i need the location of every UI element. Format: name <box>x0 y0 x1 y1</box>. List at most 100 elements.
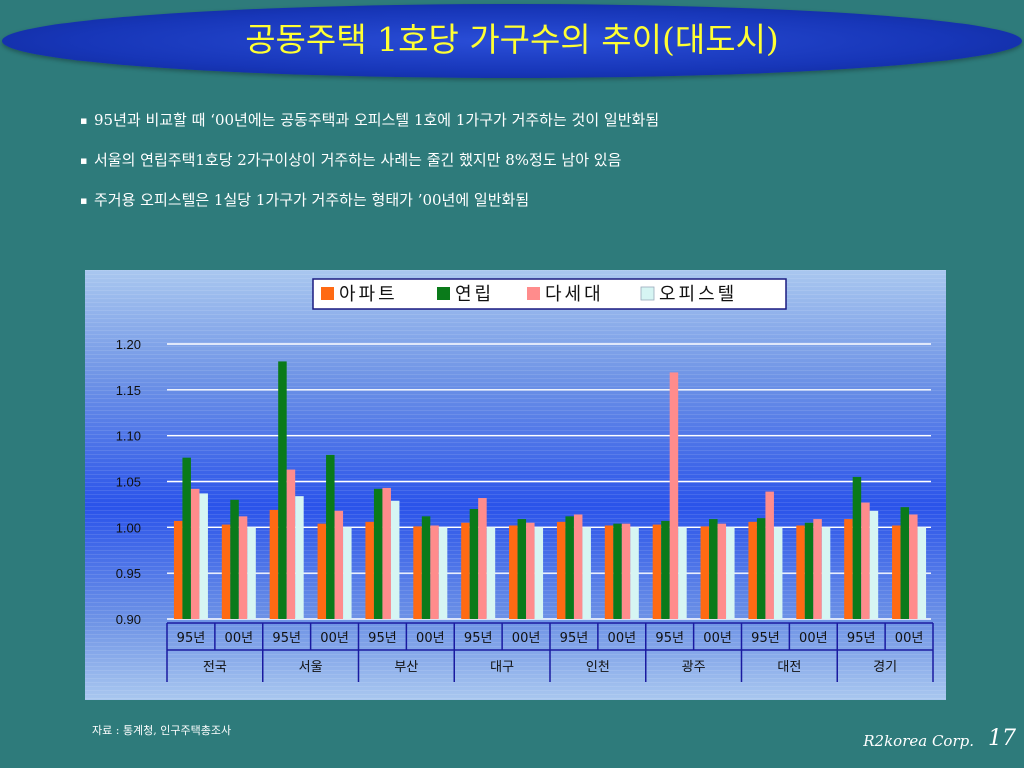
x-tick-label: 00년 <box>320 631 349 646</box>
legend-swatch <box>527 287 540 300</box>
x-tick-label: 00년 <box>225 631 254 646</box>
x-tick-label: 00년 <box>416 631 445 646</box>
legend-label: 다세대 <box>545 284 604 305</box>
bar-아파트 <box>556 521 566 619</box>
bar-다세대 <box>813 519 822 619</box>
bar-다세대 <box>526 522 535 619</box>
y-tick-label: 1.10 <box>116 429 141 444</box>
bar-연립 <box>709 519 718 619</box>
bullet-square-icon: ▪ <box>80 154 88 167</box>
bar-연립 <box>517 519 527 619</box>
bullet-text: 95년과 비교할 때 ‘00년에는 공동주택과 오피스텔 1호에 1가구가 거주… <box>94 111 660 129</box>
bar-아파트 <box>365 521 374 619</box>
bar-아파트 <box>221 524 231 619</box>
y-tick-label: 1.20 <box>116 337 141 352</box>
bar-다세대 <box>190 488 200 619</box>
page-number: 17 <box>988 726 1016 751</box>
slide-title: 공동주택 1호당 가구수의 추이(대도시) <box>245 20 779 59</box>
x-tick-label: 00년 <box>703 631 732 646</box>
bar-다세대 <box>909 514 918 619</box>
bar-다세대 <box>717 523 727 619</box>
bar-다세대 <box>861 502 870 619</box>
bar-오피스텔 <box>630 527 639 619</box>
bar-아파트 <box>748 521 757 619</box>
x-tick-label: 95년 <box>272 631 301 646</box>
bar-아파트 <box>796 525 805 619</box>
bar-연립 <box>230 499 239 619</box>
bar-다세대 <box>765 491 774 619</box>
bar-오피스텔 <box>295 496 304 619</box>
x-group-label: 경기 <box>873 660 897 675</box>
bullet-text: 서울의 연립주택1호당 2가구이상이 거주하는 사례는 줄긴 했지만 8%정도 … <box>94 151 622 169</box>
chart-panel: 1.20 1.15 1.10 1.05 1.00 0.95 0.90 95년 00년 95년 00년… <box>85 270 946 700</box>
bar-오피스텔 <box>726 527 735 619</box>
bullet-item: ▪ 95년과 비교할 때 ‘00년에는 공동주택과 오피스텔 1호에 1가구가 … <box>80 110 659 150</box>
bullet-item: ▪ 주거용 오피스텔은 1실당 1가구가 거주하는 형태가 ’00년에 일반화됨 <box>80 190 659 230</box>
bar-오피스텔 <box>486 527 496 619</box>
bar-연립 <box>661 520 670 619</box>
bar-연립 <box>326 454 335 619</box>
bar-오피스텔 <box>821 527 831 619</box>
x-group-label: 대구 <box>490 660 514 675</box>
y-tick-label: 1.00 <box>116 520 141 535</box>
bar-오피스텔 <box>917 527 927 619</box>
x-group-label: 부산 <box>394 660 418 675</box>
bar-아파트 <box>173 520 183 619</box>
y-tick-label: 1.15 <box>116 383 141 398</box>
bar-연립 <box>469 509 479 619</box>
bar-다세대 <box>334 510 344 619</box>
x-tick-label: 95년 <box>464 631 493 646</box>
bar-오피스텔 <box>343 527 352 619</box>
bar-오피스텔 <box>678 527 687 619</box>
x-group-label: 광주 <box>682 660 706 675</box>
legend-label: 연립 <box>455 284 494 305</box>
bar-연립 <box>182 457 191 619</box>
x-group-label: 인천 <box>586 660 610 675</box>
x-group-label: 전국 <box>203 660 227 675</box>
x-tick-label: 95년 <box>655 631 684 646</box>
bar-chart: 1.20 1.15 1.10 1.05 1.00 0.95 0.90 95년 00년 95년 00년… <box>116 278 934 682</box>
bar-다세대 <box>573 514 583 619</box>
bar-연립 <box>373 488 383 619</box>
bar-연립 <box>421 516 431 619</box>
bar-아파트 <box>269 509 279 619</box>
bar-아파트 <box>413 526 422 619</box>
legend-swatch <box>437 287 450 300</box>
bullet-item: ▪ 서울의 연립주택1호당 2가구이상이 거주하는 사례는 줄긴 했지만 8%정… <box>80 150 659 190</box>
legend-swatch <box>321 287 334 300</box>
bar-오피스텔 <box>869 510 879 619</box>
bar-오피스텔 <box>582 527 591 619</box>
bar-아파트 <box>844 519 853 619</box>
bar-오피스텔 <box>773 527 783 619</box>
x-tick-label: 00년 <box>512 631 541 646</box>
bar-연립 <box>852 476 862 619</box>
x-tick-label: 95년 <box>177 631 206 646</box>
footer-brand: R2korea Corp. <box>863 732 974 750</box>
bullet-list: ▪ 95년과 비교할 때 ‘00년에는 공동주택과 오피스텔 1호에 1가구가 … <box>80 110 659 230</box>
x-group-label: 대전 <box>777 660 801 675</box>
bar-오피스텔 <box>199 493 208 619</box>
bar-오피스텔 <box>247 527 256 619</box>
x-tick-label: 95년 <box>368 631 397 646</box>
x-tick-label: 00년 <box>895 631 924 646</box>
bar-연립 <box>278 361 287 619</box>
bar-연립 <box>900 507 910 619</box>
chart-background-stripes <box>85 270 946 700</box>
bullet-square-icon: ▪ <box>80 114 88 127</box>
bar-오피스텔 <box>390 500 400 619</box>
bar-다세대 <box>621 523 631 619</box>
bar-오피스텔 <box>438 527 448 619</box>
legend-swatch <box>640 286 655 301</box>
title-banner <box>2 4 1022 78</box>
bar-다세대 <box>430 525 439 619</box>
x-group-label: 서울 <box>299 660 323 675</box>
bar-다세대 <box>382 487 391 619</box>
x-tick-label: 00년 <box>799 631 828 646</box>
bullet-square-icon: ▪ <box>80 194 88 207</box>
bullet-text: 주거용 오피스텔은 1실당 1가구가 거주하는 형태가 ’00년에 일반화됨 <box>94 191 530 209</box>
bar-아파트 <box>461 522 470 619</box>
bar-다세대 <box>478 498 487 619</box>
bar-연립 <box>804 522 814 619</box>
bar-아파트 <box>509 525 518 619</box>
bar-아파트 <box>317 523 327 619</box>
